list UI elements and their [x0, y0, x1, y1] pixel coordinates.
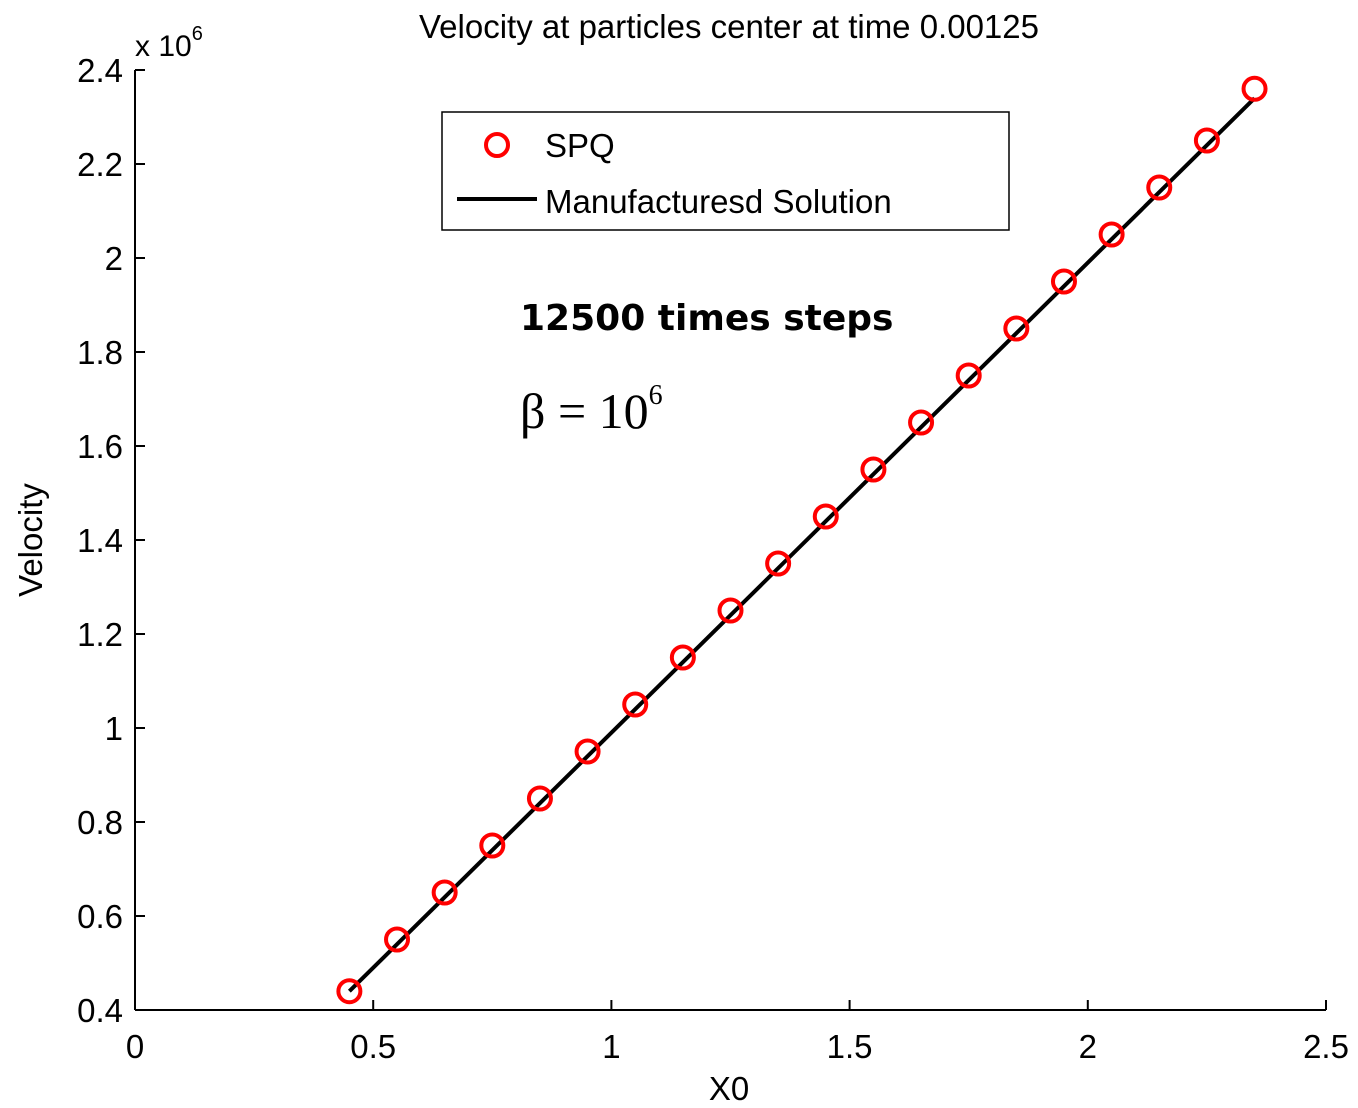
data-point-spq [526, 785, 553, 812]
x-tick-label: 2 [1079, 1028, 1097, 1065]
data-point-spq [812, 503, 839, 530]
x-tick-label: 2.5 [1303, 1028, 1349, 1065]
y-multiplier-base: x 10 [135, 30, 192, 63]
data-point-spq [1241, 75, 1268, 102]
data-point-spq [860, 456, 887, 483]
data-point-spq [1003, 315, 1030, 342]
x-axis-label: X0 [709, 1070, 749, 1107]
x-tick-label: 0 [126, 1028, 144, 1065]
legend-box [441, 111, 1010, 231]
y-tick-label: 0.8 [77, 804, 123, 841]
data-point-spq [669, 644, 696, 671]
y-tick-label: 2 [105, 240, 123, 277]
legend-marker-spq [484, 132, 510, 158]
data-point-spq [765, 550, 792, 577]
data-point-spq [908, 409, 935, 436]
legend: SPQ Manufacturesd Solution [441, 111, 1010, 231]
data-point-spq [431, 879, 458, 906]
data-point-spq [1098, 221, 1125, 248]
legend-label-manufactured: Manufacturesd Solution [545, 183, 892, 220]
y-multiplier-exponent: 6 [192, 23, 203, 45]
y-multiplier-label: x 106 [135, 23, 203, 63]
y-tick-label: 0.4 [77, 992, 123, 1029]
y-tick-label: 1 [105, 710, 123, 747]
series-line-group [347, 96, 1256, 993]
annotation-beta-exponent: 6 [649, 380, 663, 411]
data-point-spq [574, 738, 601, 765]
legend-label-spq: SPQ [545, 127, 615, 164]
data-point-spq [479, 832, 506, 859]
data-point-spq [622, 691, 649, 718]
x-tick-label: 1.5 [827, 1028, 873, 1065]
data-point-spq [1146, 174, 1173, 201]
y-tick-label: 1.4 [77, 522, 123, 559]
data-point-spq [1193, 127, 1220, 154]
x-ticks: 0 0.5 1 1.5 2 2.5 [126, 1000, 1349, 1065]
y-tick-label: 1.8 [77, 334, 123, 371]
annotation-timesteps: 12500 times steps [520, 298, 893, 339]
annotation-beta-base: β = 10 [520, 383, 649, 439]
y-tick-label: 2.2 [77, 146, 123, 183]
data-point-spq [955, 362, 982, 389]
annotation-beta: β = 106 [520, 380, 663, 439]
y-tick-label: 1.6 [77, 428, 123, 465]
series-points-group [336, 75, 1268, 1005]
data-point-spq [384, 926, 411, 953]
x-tick-label: 1 [602, 1028, 620, 1065]
y-tick-label: 1.2 [77, 616, 123, 653]
series-line-manufactured [347, 96, 1256, 993]
y-axis-label: Velocity [12, 483, 49, 597]
data-point-spq [336, 978, 363, 1005]
x-tick-label: 0.5 [350, 1028, 396, 1065]
y-tick-label: 2.4 [77, 52, 123, 89]
y-tick-label: 0.6 [77, 898, 123, 935]
data-point-spq [717, 597, 744, 624]
data-point-spq [1050, 268, 1077, 295]
y-ticks: 0.4 0.6 0.8 1 1.2 1.4 1.6 1.8 2 2.2 2.4 [77, 52, 145, 1029]
chart-title: Velocity at particles center at time 0.0… [419, 8, 1039, 45]
